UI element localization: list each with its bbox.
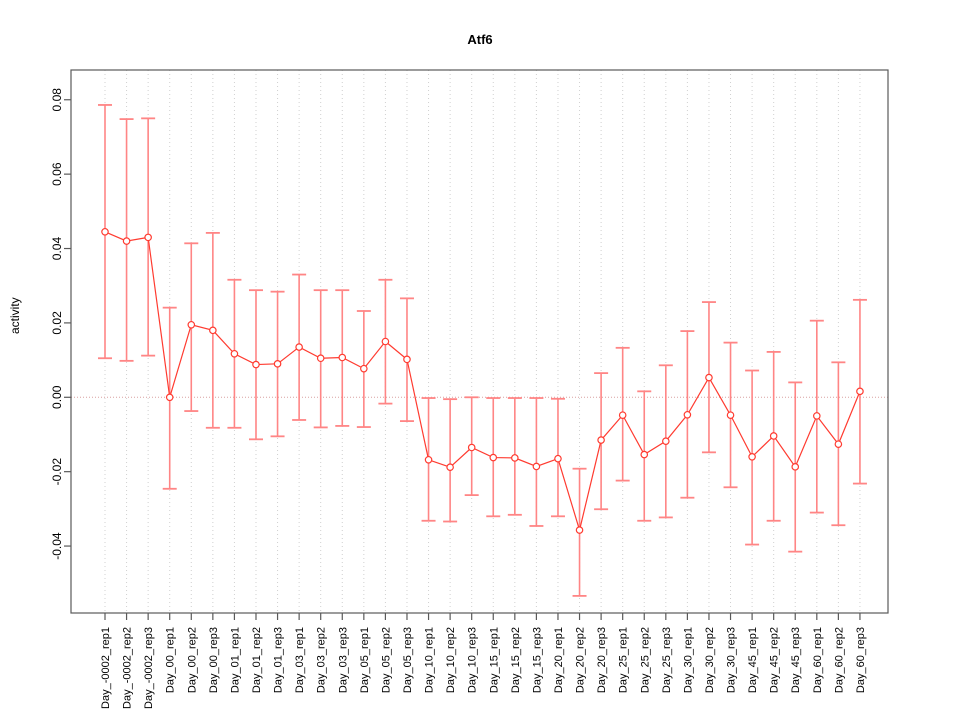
data-point-marker	[575, 526, 584, 534]
data-point-marker	[532, 462, 541, 471]
x-tick-label: Day_15_rep1	[488, 627, 500, 693]
data-point-marker	[144, 233, 152, 242]
data-point-marker	[813, 412, 821, 420]
y-tick-label: -0.02	[50, 458, 64, 486]
x-tick-label: Day_45_rep2	[769, 627, 781, 693]
x-tick-label: Day_-0002_rep1	[100, 627, 112, 709]
data-point-marker	[360, 364, 368, 373]
series-polyline	[104, 231, 861, 533]
x-tick-label: Day_-0002_rep2	[122, 627, 134, 709]
data-point-marker	[489, 453, 498, 462]
data-point-marker	[101, 227, 109, 236]
x-tick-label: Day_30_rep1	[682, 627, 694, 693]
plot-box	[70, 69, 889, 614]
x-tick-label: Day_01_rep1	[229, 627, 241, 693]
x-tick-label: Day_-0002_rep3	[143, 627, 155, 709]
data-point-marker	[122, 237, 131, 245]
x-tick-label: Day_25_rep2	[639, 627, 651, 693]
x-tick-label: Day_30_rep3	[726, 627, 738, 693]
data-point-marker	[316, 354, 325, 363]
y-tick-label: 0.00	[50, 385, 64, 409]
x-tick-label: Day_05_rep2	[380, 627, 392, 693]
data-point-marker	[187, 320, 196, 329]
y-tick-label: -0.04	[50, 532, 64, 560]
y-tick-label: 0.02	[50, 311, 64, 335]
x-axis-ticks	[104, 613, 861, 620]
x-tick-label: Day_60_rep2	[833, 627, 845, 693]
data-point-marker	[511, 454, 519, 462]
series-line	[104, 231, 861, 533]
data-point-marker	[446, 463, 454, 472]
x-tick-label: Day_10_rep2	[445, 627, 457, 693]
x-tick-label: Day_45_rep3	[790, 627, 802, 693]
y-axis-ticks	[64, 99, 71, 547]
x-tick-label: Day_60_rep3	[855, 627, 867, 693]
x-tick-label: Day_15_rep2	[510, 627, 522, 693]
data-point-marker	[424, 455, 433, 464]
x-tick-label: Day_45_rep1	[747, 627, 759, 693]
data-point-markers	[101, 227, 864, 534]
data-point-marker	[295, 343, 303, 351]
plot-frame	[70, 69, 889, 614]
x-tick-label: Day_03_rep1	[294, 627, 306, 693]
vertical-gridlines	[104, 70, 861, 613]
x-tick-label: Day_01_rep3	[273, 627, 285, 693]
x-tick-label: Day_03_rep3	[337, 627, 349, 693]
x-tick-label: Day_10_rep3	[467, 627, 479, 693]
data-point-marker	[338, 353, 347, 362]
data-point-marker	[165, 393, 174, 402]
data-point-marker	[662, 437, 670, 445]
data-point-marker	[791, 463, 800, 471]
data-point-marker	[252, 360, 260, 369]
x-tick-label: Day_25_rep1	[618, 627, 630, 693]
data-point-marker	[273, 360, 282, 368]
data-point-marker	[834, 440, 843, 448]
data-point-marker	[748, 452, 756, 461]
x-tick-label: Day_05_rep1	[359, 627, 371, 693]
x-tick-label: Day_03_rep2	[316, 627, 328, 693]
data-point-marker	[597, 436, 605, 444]
data-point-marker	[381, 337, 390, 346]
x-tick-label: Day_00_rep2	[186, 627, 198, 693]
data-point-marker	[209, 326, 217, 335]
y-axis-tick-labels: -0.04 -0.02 0.00 0.02 0.04 0.06 0.08	[50, 88, 64, 560]
x-tick-label: Day_01_rep2	[251, 627, 263, 693]
data-point-marker	[640, 450, 649, 459]
y-tick-label: 0.08	[50, 88, 64, 112]
x-tick-label: Day_00_rep1	[165, 627, 177, 693]
data-point-marker	[618, 411, 627, 419]
x-tick-label: Day_15_rep3	[531, 627, 543, 693]
x-tick-label: Day_60_rep1	[812, 627, 824, 693]
x-tick-label: Day_20_rep2	[575, 627, 587, 693]
x-tick-label: Day_20_rep3	[596, 627, 608, 693]
x-tick-label: Day_25_rep3	[661, 627, 673, 693]
data-point-marker	[705, 373, 713, 382]
data-point-marker	[726, 411, 735, 419]
chart-title: Atf6	[467, 32, 493, 47]
data-point-marker	[230, 349, 239, 358]
x-axis-tick-labels: Day_-0002_rep1 Day_-0002_rep2 Day_-0002_re…	[100, 627, 867, 709]
x-tick-label: Day_00_rep3	[208, 627, 220, 693]
y-tick-label: 0.06	[50, 162, 64, 186]
data-point-marker	[769, 432, 778, 440]
data-point-marker	[554, 454, 562, 463]
x-tick-label: Day_10_rep1	[424, 627, 436, 693]
x-tick-label: Day_20_rep1	[553, 627, 565, 693]
x-tick-label: Day_05_rep3	[402, 627, 414, 693]
data-point-marker	[467, 443, 476, 452]
data-point-marker	[403, 355, 411, 364]
data-point-marker	[683, 410, 692, 419]
y-tick-label: 0.04	[50, 237, 64, 261]
x-tick-label: Day_30_rep2	[704, 627, 716, 693]
data-point-marker	[856, 387, 864, 396]
